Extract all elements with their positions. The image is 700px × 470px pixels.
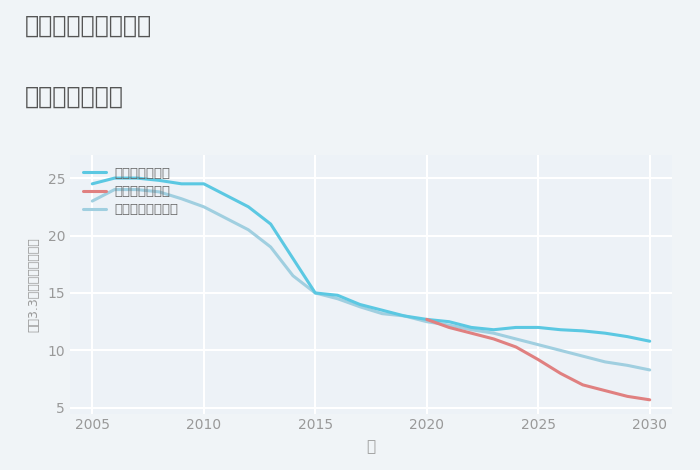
グッドシナリオ xyxy=(512,325,520,330)
ノーマルシナリオ xyxy=(489,330,498,336)
ノーマルシナリオ xyxy=(267,244,275,250)
ノーマルシナリオ xyxy=(177,196,186,202)
グッドシナリオ xyxy=(623,334,631,339)
ノーマルシナリオ xyxy=(111,187,119,192)
ノーマルシナリオ xyxy=(556,348,565,353)
Legend: グッドシナリオ, バッドシナリオ, ノーマルシナリオ: グッドシナリオ, バッドシナリオ, ノーマルシナリオ xyxy=(83,167,178,216)
グッドシナリオ xyxy=(645,338,654,344)
バッドシナリオ xyxy=(645,397,654,403)
バッドシナリオ xyxy=(623,393,631,399)
グッドシナリオ xyxy=(423,317,431,322)
グッドシナリオ xyxy=(311,290,319,296)
ノーマルシナリオ xyxy=(601,359,609,365)
グッドシナリオ xyxy=(177,181,186,187)
ノーマルシナリオ xyxy=(356,304,364,310)
バッドシナリオ xyxy=(489,336,498,342)
グッドシナリオ xyxy=(489,327,498,333)
ノーマルシナリオ xyxy=(199,204,208,210)
ノーマルシナリオ xyxy=(512,336,520,342)
Line: ノーマルシナリオ: ノーマルシナリオ xyxy=(92,189,650,370)
ノーマルシナリオ xyxy=(378,311,386,316)
ノーマルシナリオ xyxy=(423,319,431,324)
バッドシナリオ xyxy=(467,330,475,336)
バッドシナリオ xyxy=(423,317,431,322)
ノーマルシナリオ xyxy=(289,273,298,279)
ノーマルシナリオ xyxy=(133,187,141,192)
バッドシナリオ xyxy=(512,344,520,350)
バッドシナリオ xyxy=(444,325,453,330)
Line: バッドシナリオ: バッドシナリオ xyxy=(427,320,650,400)
Line: グッドシナリオ: グッドシナリオ xyxy=(92,178,650,341)
グッドシナリオ xyxy=(534,325,542,330)
グッドシナリオ xyxy=(356,302,364,307)
グッドシナリオ xyxy=(155,178,163,183)
グッドシナリオ xyxy=(400,313,409,319)
グッドシナリオ xyxy=(199,181,208,187)
ノーマルシナリオ xyxy=(467,327,475,333)
ノーマルシナリオ xyxy=(645,367,654,373)
ノーマルシナリオ xyxy=(222,215,230,221)
Y-axis label: 坪（3.3㎡）単価（万円）: 坪（3.3㎡）単価（万円） xyxy=(27,237,41,332)
ノーマルシナリオ xyxy=(579,353,587,359)
グッドシナリオ xyxy=(333,292,342,298)
ノーマルシナリオ xyxy=(444,322,453,328)
グッドシナリオ xyxy=(378,307,386,313)
ノーマルシナリオ xyxy=(244,227,253,233)
グッドシナリオ xyxy=(267,221,275,227)
グッドシナリオ xyxy=(467,325,475,330)
ノーマルシナリオ xyxy=(155,189,163,195)
グッドシナリオ xyxy=(556,327,565,333)
バッドシナリオ xyxy=(579,382,587,388)
グッドシナリオ xyxy=(88,181,97,187)
グッドシナリオ xyxy=(579,328,587,334)
グッドシナリオ xyxy=(601,330,609,336)
ノーマルシナリオ xyxy=(400,313,409,319)
グッドシナリオ xyxy=(244,204,253,210)
X-axis label: 年: 年 xyxy=(366,439,376,454)
グッドシナリオ xyxy=(289,256,298,261)
Text: 土地の価格推移: 土地の価格推移 xyxy=(25,85,123,109)
グッドシナリオ xyxy=(444,319,453,324)
バッドシナリオ xyxy=(534,357,542,362)
ノーマルシナリオ xyxy=(534,342,542,347)
ノーマルシナリオ xyxy=(623,362,631,368)
グッドシナリオ xyxy=(133,175,141,181)
ノーマルシナリオ xyxy=(88,198,97,204)
グッドシナリオ xyxy=(111,175,119,181)
バッドシナリオ xyxy=(601,388,609,393)
Text: 三重県伊賀市別府の: 三重県伊賀市別府の xyxy=(25,14,152,38)
グッドシナリオ xyxy=(222,193,230,198)
バッドシナリオ xyxy=(556,370,565,376)
ノーマルシナリオ xyxy=(333,296,342,302)
ノーマルシナリオ xyxy=(311,290,319,296)
